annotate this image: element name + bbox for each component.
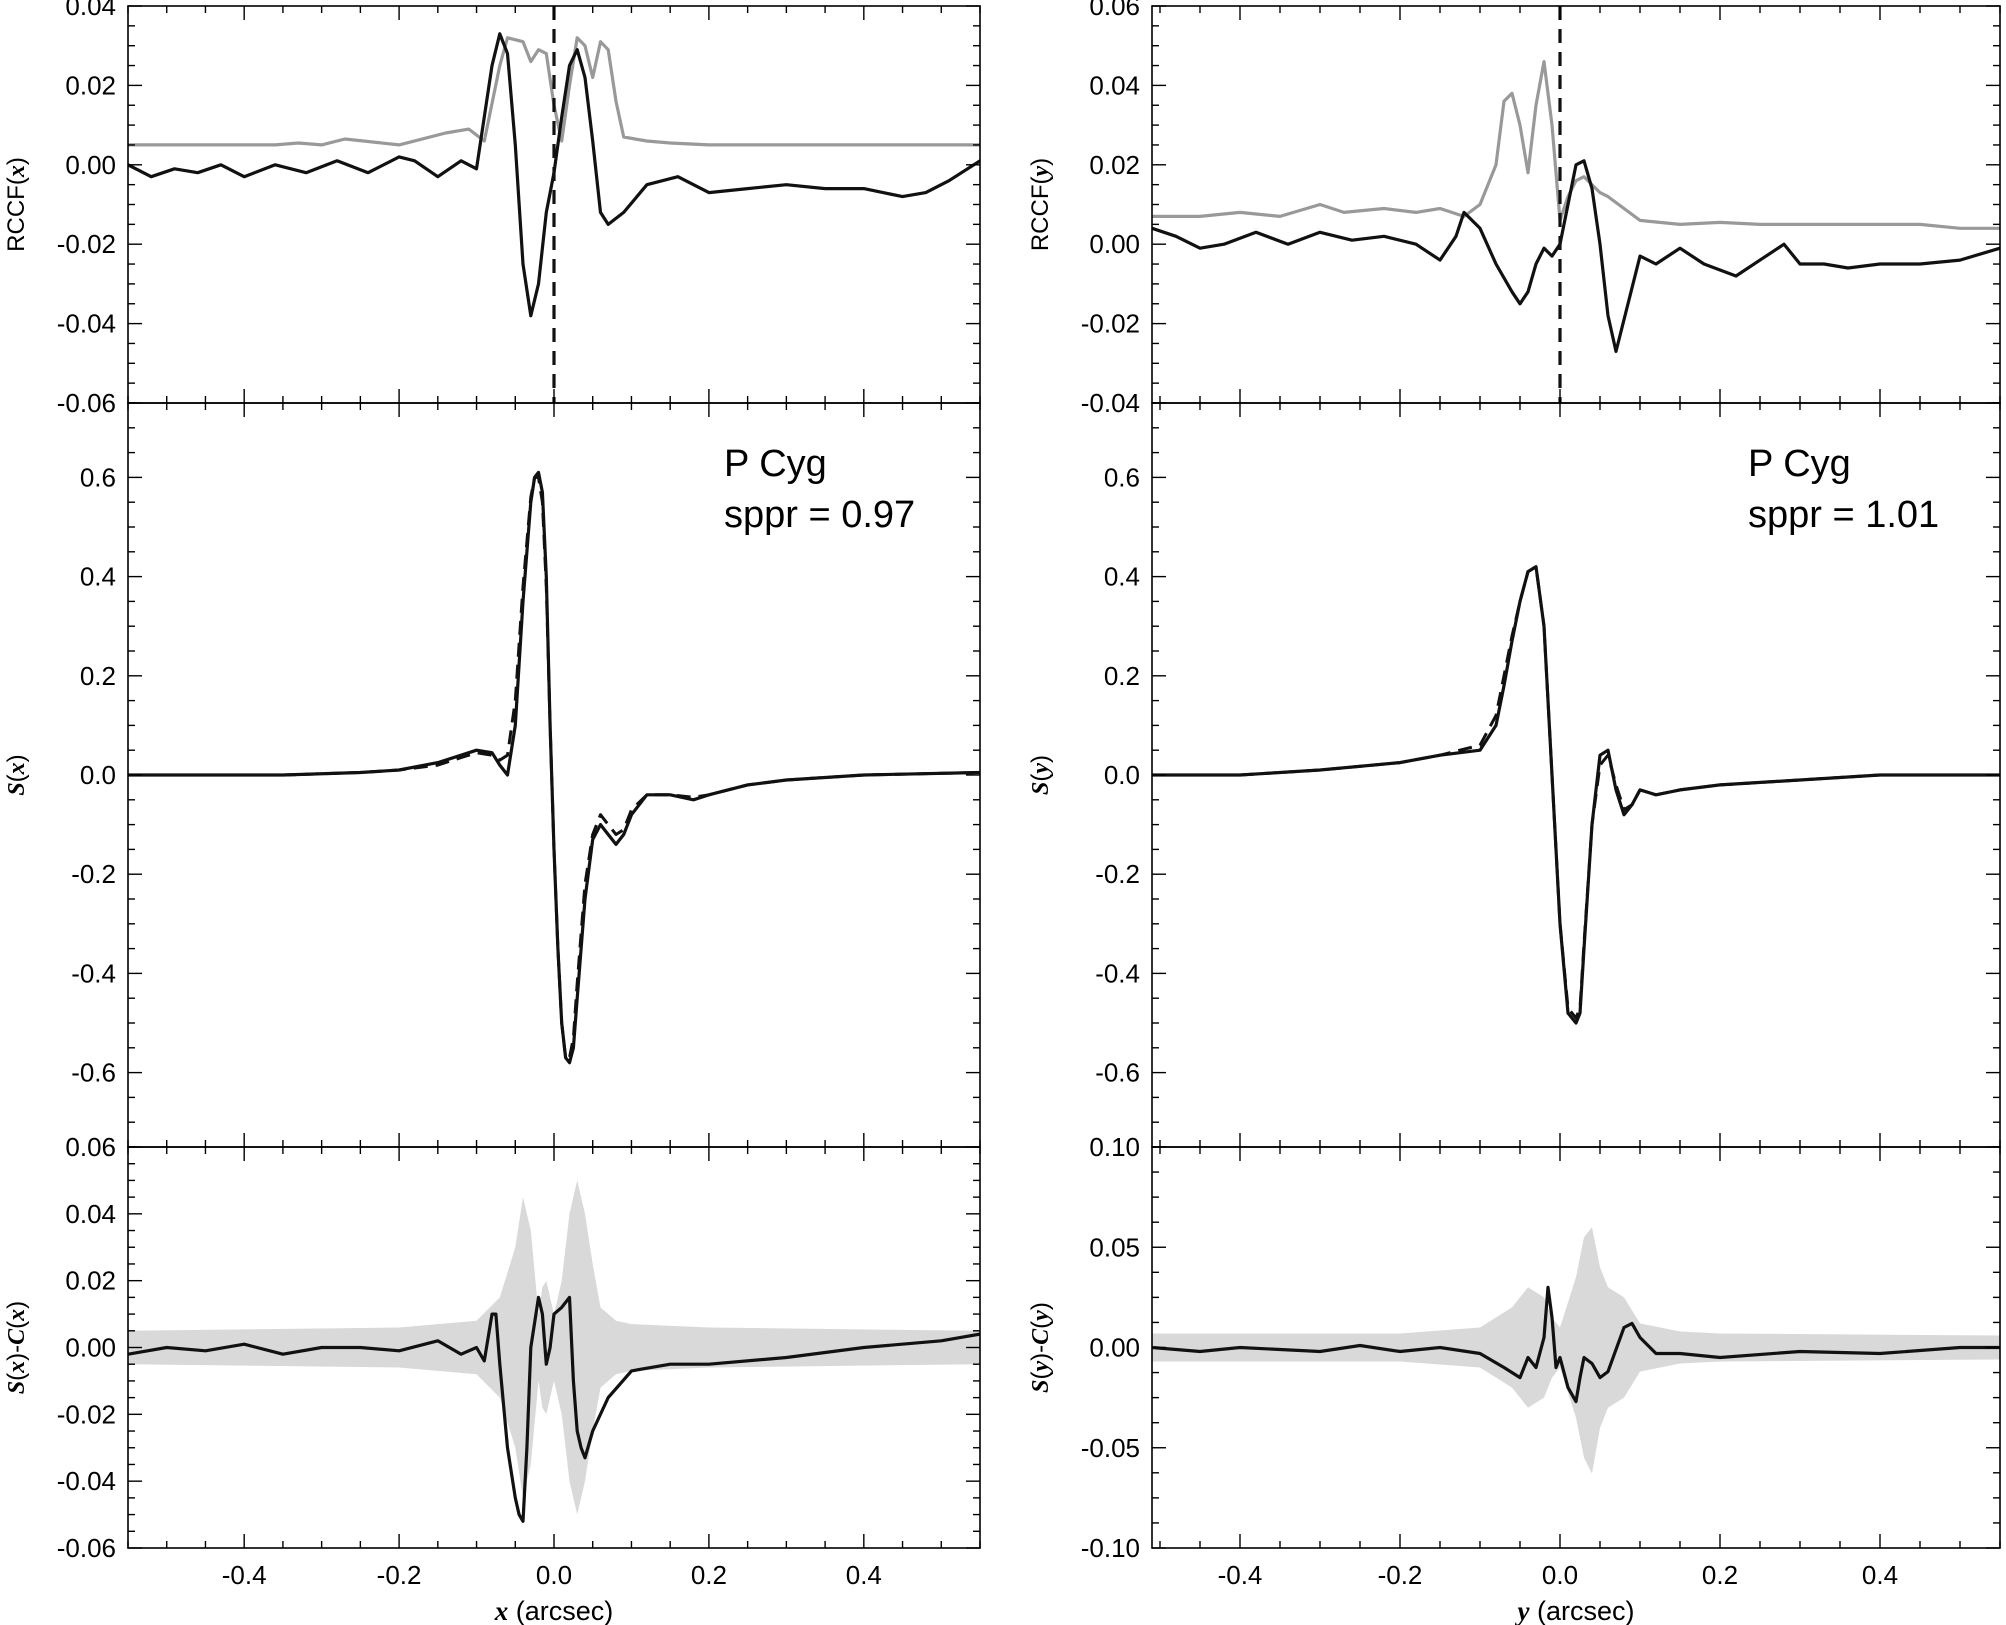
series-line-black (128, 1295, 980, 1523)
series-line-black (128, 32, 980, 318)
y-tick-label: -0.02 (57, 229, 116, 259)
plot-area (1152, 60, 2000, 353)
panel-rccf-x: -0.06 -0.04 -0.02 0.00 0.02 0.04 RCCF(x) (3, 0, 981, 418)
x-tick-label: 0.0 (1542, 1560, 1578, 1590)
y-tick-label: -0.04 (57, 1466, 116, 1496)
series-line-dashed (1152, 565, 2000, 1020)
panel-frame (1151, 5, 2001, 404)
series-line-gray (128, 36, 980, 147)
y-tick-label: 0.6 (1104, 462, 1140, 492)
plot-area (128, 1180, 980, 1523)
sppr-annotation: sppr = 0.97 (724, 494, 915, 536)
y-tick-label: -0.02 (1081, 309, 1140, 339)
x-tick-label: 0.2 (1702, 1560, 1738, 1590)
x-tick-label: -0.2 (1378, 1560, 1423, 1590)
panel-residual-x: -0.06 -0.04 -0.02 0.00 0.02 0.04 0.06 -0.4 -0.2 0… (3, 1132, 981, 1625)
y-tick-label: -0.2 (1095, 859, 1140, 889)
y-tick-label: -0.04 (57, 309, 116, 339)
x-tick-label: -0.4 (1218, 1560, 1263, 1590)
series-line-black (1152, 159, 2000, 353)
series-line-black (1152, 1285, 2000, 1404)
plot-area (1152, 1227, 2000, 1474)
y-axis-label: RCCF(x) (3, 157, 30, 252)
y-tick-label: 0.02 (65, 70, 116, 100)
y-tick-label: 0.4 (1104, 562, 1140, 592)
plot-area (128, 32, 980, 318)
plot-area (128, 470, 980, 1065)
y-tick-label: 0.06 (1089, 0, 1140, 21)
y-tick-label: 0.04 (1089, 70, 1140, 100)
plot-area (1152, 565, 2000, 1025)
y-axis-label: S(x) (3, 754, 30, 795)
y-tick-label: 0.00 (1089, 1333, 1140, 1363)
y-tick-label: -0.06 (57, 388, 116, 418)
panel-sx: -0.6 -0.4 -0.2 0.0 0.2 0.4 0.6 S(x) P Cyg sppr = … (3, 402, 981, 1148)
star-name-annotation: P Cyg (1748, 443, 1851, 485)
panel-residual-y: -0.10 -0.05 0.00 0.05 0.10 -0.4 -0.2 0.0 0.2 0.4 S… (1027, 1132, 2001, 1625)
x-tick-label: -0.2 (377, 1560, 422, 1590)
x-tick-label: 0.2 (691, 1560, 727, 1590)
y-tick-label: 0.04 (65, 1199, 116, 1229)
panel-sy: -0.6 -0.4 -0.2 0.0 0.2 0.4 0.6 S(y) P Cyg sppr = … (1027, 402, 2001, 1148)
y-axis-label: S(y) (1027, 755, 1054, 795)
y-tick-label: -0.4 (71, 958, 116, 988)
y-tick-label: 0.6 (80, 462, 116, 492)
y-tick-label: 0.10 (1089, 1132, 1140, 1162)
y-tick-label: 0.05 (1089, 1232, 1140, 1262)
y-axis-label: S(y)-C(y) (1027, 1302, 1054, 1393)
y-tick-label: -0.6 (1095, 1058, 1140, 1088)
y-tick-label: 0.2 (80, 661, 116, 691)
y-tick-label: 0.0 (1104, 760, 1140, 790)
y-tick-label: -0.05 (1081, 1433, 1140, 1463)
sppr-annotation: sppr = 1.01 (1748, 494, 1939, 536)
x-tick-label: 0.0 (536, 1560, 572, 1590)
y-axis-label: S(x)-C(x) (3, 1301, 30, 1394)
y-tick-label: 0.00 (1089, 229, 1140, 259)
y-tick-label: 0.00 (65, 150, 116, 180)
y-tick-label: 0.00 (65, 1333, 116, 1363)
series-line-solid (1152, 565, 2000, 1025)
series-line-gray (1152, 60, 2000, 230)
star-name-annotation: P Cyg (724, 443, 827, 485)
y-tick-label: 0.06 (65, 1132, 116, 1162)
x-tick-label: 0.4 (1862, 1560, 1898, 1590)
uncertainty-band (128, 1180, 980, 1515)
y-tick-label: 0.04 (65, 0, 116, 21)
series-line-dashed (128, 475, 980, 1060)
x-axis-label: x (arcsec) (494, 1596, 614, 1625)
panel-rccf-y: -0.04 -0.02 0.00 0.02 0.04 0.06 RCCF(y) (1027, 0, 2001, 418)
x-tick-label: 0.4 (846, 1560, 882, 1590)
y-tick-label: -0.10 (1081, 1533, 1140, 1563)
y-tick-label: 0.2 (1104, 661, 1140, 691)
y-tick-label: 0.4 (80, 562, 116, 592)
y-tick-label: -0.2 (71, 859, 116, 889)
y-tick-label: -0.6 (71, 1058, 116, 1088)
y-tick-label: -0.06 (57, 1533, 116, 1563)
uncertainty-band (1152, 1227, 2000, 1474)
y-tick-label: 0.02 (65, 1266, 116, 1296)
y-tick-label: 0.0 (80, 760, 116, 790)
x-axis-label: y (arcsec) (1515, 1596, 1635, 1625)
x-tick-label: -0.4 (222, 1560, 267, 1590)
y-tick-label: 0.02 (1089, 150, 1140, 180)
y-tick-label: -0.4 (1095, 958, 1140, 988)
y-axis-label: RCCF(y) (1027, 158, 1054, 251)
y-tick-label: -0.02 (57, 1399, 116, 1429)
series-line-solid (128, 470, 980, 1065)
y-tick-label: -0.04 (1081, 388, 1140, 418)
